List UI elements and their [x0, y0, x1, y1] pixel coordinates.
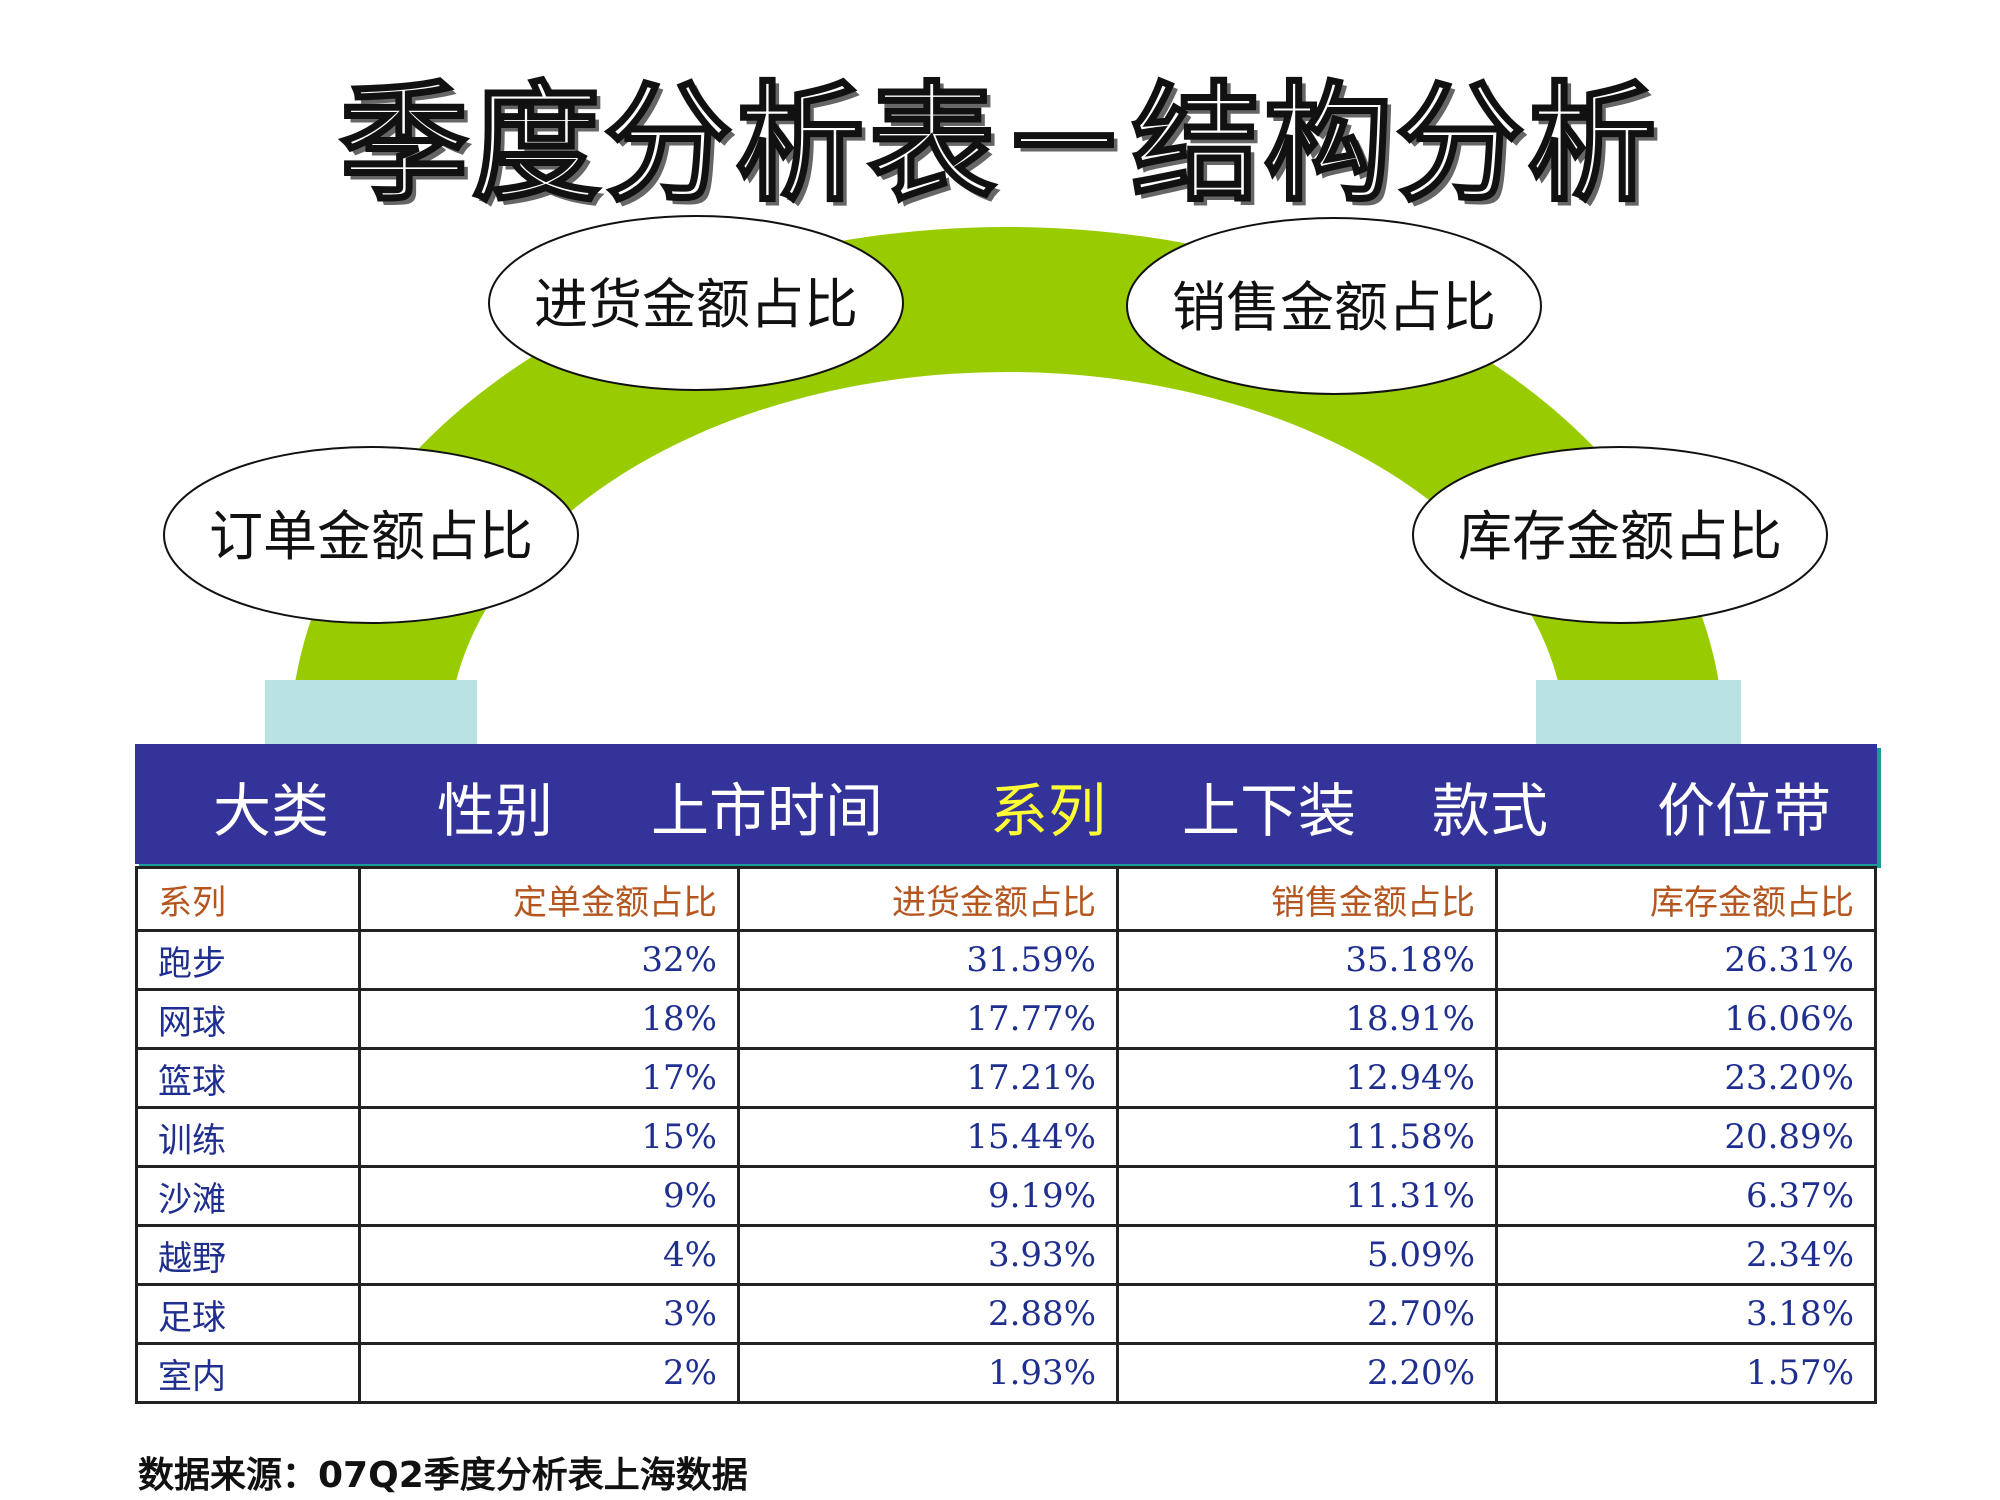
ellipse-label: 进货金额占比	[534, 273, 858, 336]
cell-series: 网球	[135, 988, 361, 1050]
cell-order-ratio: 32%	[358, 929, 740, 991]
cell-purchase-ratio: 9.19%	[737, 1165, 1119, 1227]
cell-inventory-ratio: 2.34%	[1495, 1224, 1877, 1286]
cell-inventory-ratio: 20.89%	[1495, 1106, 1877, 1168]
cell-inventory-ratio: 26.31%	[1495, 929, 1877, 991]
cell-series: 室内	[135, 1342, 361, 1404]
ellipse-sales-ratio: 销售金额占比	[1126, 217, 1542, 395]
cell-series: 跑步	[135, 929, 361, 991]
ellipse-purchase-ratio: 进货金额占比	[488, 215, 904, 391]
cell-purchase-ratio: 17.21%	[737, 1047, 1119, 1109]
ellipse-label: 销售金额占比	[1172, 276, 1496, 339]
cell-inventory-ratio: 16.06%	[1495, 988, 1877, 1050]
table-row: 室内 2% 1.93% 2.20% 1.57%	[135, 1342, 1877, 1404]
header-inventory-ratio: 库存金额占比	[1495, 866, 1877, 932]
cell-series: 训练	[135, 1106, 361, 1168]
cell-inventory-ratio: 3.18%	[1495, 1283, 1877, 1345]
cell-purchase-ratio: 3.93%	[737, 1224, 1119, 1286]
cell-sales-ratio: 11.58%	[1116, 1106, 1498, 1168]
cell-order-ratio: 3%	[358, 1283, 740, 1345]
page-title: 季度分析表－结构分析	[338, 68, 1660, 221]
cell-inventory-ratio: 6.37%	[1495, 1165, 1877, 1227]
category-nav-bar: 大类 性别 上市时间 系列 上下装 款式 价位带	[135, 744, 1877, 864]
cell-series: 沙滩	[135, 1165, 361, 1227]
table-row: 跑步 32% 31.59% 35.18% 26.31%	[135, 929, 1877, 991]
structure-table: 系列 定单金额占比 进货金额占比 销售金额占比 库存金额占比 跑步 32% 31…	[135, 866, 1877, 1404]
header-order-ratio: 定单金额占比	[358, 866, 740, 932]
nav-item-launch-time[interactable]: 上市时间	[651, 777, 884, 845]
ellipse-order-ratio: 订单金额占比	[163, 446, 579, 624]
cell-order-ratio: 17%	[358, 1047, 740, 1109]
cell-sales-ratio: 5.09%	[1116, 1224, 1498, 1286]
cell-order-ratio: 9%	[358, 1165, 740, 1227]
table-row: 篮球 17% 17.21% 12.94% 23.20%	[135, 1047, 1877, 1109]
cell-series: 篮球	[135, 1047, 361, 1109]
nav-item-top-bottom[interactable]: 上下装	[1182, 777, 1357, 845]
nav-item-price-band[interactable]: 价位带	[1657, 777, 1832, 845]
cell-sales-ratio: 11.31%	[1116, 1165, 1498, 1227]
table-header-row: 系列 定单金额占比 进货金额占比 销售金额占比 库存金额占比	[135, 866, 1877, 932]
data-source-note: 数据来源：07Q2季度分析表上海数据	[138, 1455, 748, 1496]
table-row: 训练 15% 15.44% 11.58% 20.89%	[135, 1106, 1877, 1168]
cell-order-ratio: 18%	[358, 988, 740, 1050]
cell-series: 足球	[135, 1283, 361, 1345]
table-row: 网球 18% 17.77% 18.91% 16.06%	[135, 988, 1877, 1050]
table-row: 足球 3% 2.88% 2.70% 3.18%	[135, 1283, 1877, 1345]
header-purchase-ratio: 进货金额占比	[737, 866, 1119, 932]
nav-item-series[interactable]: 系列	[990, 777, 1107, 845]
cell-sales-ratio: 12.94%	[1116, 1047, 1498, 1109]
cell-order-ratio: 4%	[358, 1224, 740, 1286]
ellipse-label: 库存金额占比	[1458, 505, 1782, 568]
cell-sales-ratio: 18.91%	[1116, 988, 1498, 1050]
cell-sales-ratio: 2.20%	[1116, 1342, 1498, 1404]
cell-purchase-ratio: 17.77%	[737, 988, 1119, 1050]
cell-series: 越野	[135, 1224, 361, 1286]
nav-item-category[interactable]: 大类	[213, 777, 330, 845]
left-pillar	[265, 680, 477, 746]
nav-item-style[interactable]: 款式	[1432, 777, 1549, 845]
cell-sales-ratio: 2.70%	[1116, 1283, 1498, 1345]
cell-inventory-ratio: 1.57%	[1495, 1342, 1877, 1404]
table-row: 沙滩 9% 9.19% 11.31% 6.37%	[135, 1165, 1877, 1227]
cell-order-ratio: 15%	[358, 1106, 740, 1168]
table-row: 越野 4% 3.93% 5.09% 2.34%	[135, 1224, 1877, 1286]
cell-purchase-ratio: 1.93%	[737, 1342, 1119, 1404]
nav-item-gender[interactable]: 性别	[437, 777, 554, 845]
cell-inventory-ratio: 23.20%	[1495, 1047, 1877, 1109]
ellipse-label: 订单金额占比	[209, 505, 533, 568]
cell-sales-ratio: 35.18%	[1116, 929, 1498, 991]
header-series: 系列	[135, 866, 361, 932]
header-sales-ratio: 销售金额占比	[1116, 866, 1498, 932]
ellipse-inventory-ratio: 库存金额占比	[1412, 446, 1828, 624]
cell-purchase-ratio: 31.59%	[737, 929, 1119, 991]
structure-diagram: 订单金额占比 进货金额占比 销售金额占比 库存金额占比	[163, 215, 1828, 746]
cell-purchase-ratio: 15.44%	[737, 1106, 1119, 1168]
cell-purchase-ratio: 2.88%	[737, 1283, 1119, 1345]
right-pillar	[1536, 680, 1741, 746]
cell-order-ratio: 2%	[358, 1342, 740, 1404]
